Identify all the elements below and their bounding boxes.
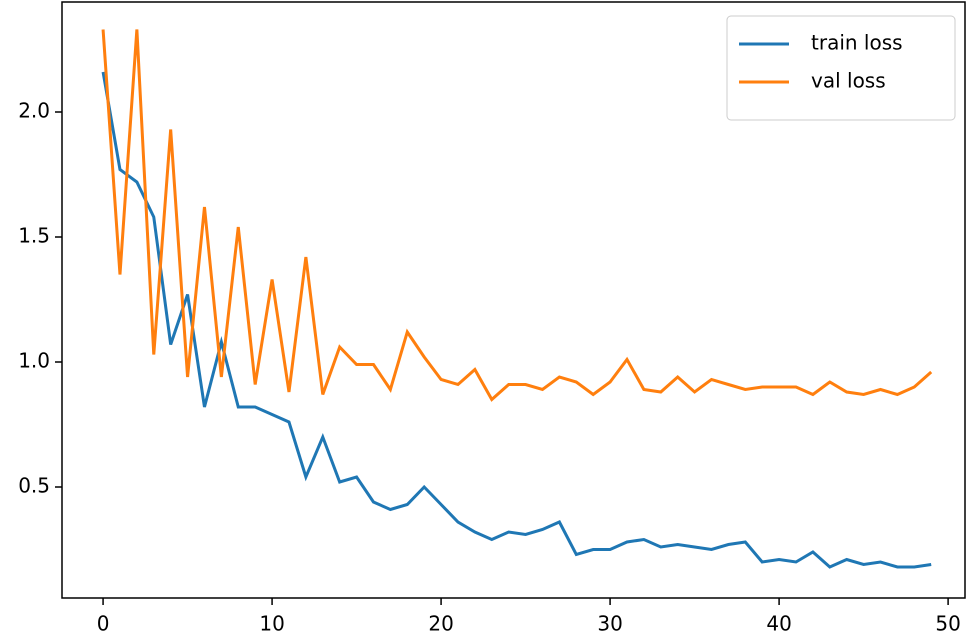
x-tick-label: 20 [428,612,453,636]
series-line [101,29,933,402]
y-tick-label: 2.0 [18,99,50,123]
plot-frame [61,1,966,599]
x-tick-label: 50 [935,612,960,636]
y-tick-label: 1.0 [18,349,50,373]
legend-label: val loss [811,69,886,93]
legend-label: train loss [811,31,903,55]
x-tick-label: 10 [259,612,284,636]
x-tick-label: 0 [97,612,110,636]
x-tick-label: 30 [597,612,622,636]
y-tick-label: 1.5 [18,224,50,248]
y-tick-label: 0.5 [18,474,50,498]
series-line [101,71,932,569]
legend-box [726,15,956,121]
x-tick-label: 40 [766,612,791,636]
